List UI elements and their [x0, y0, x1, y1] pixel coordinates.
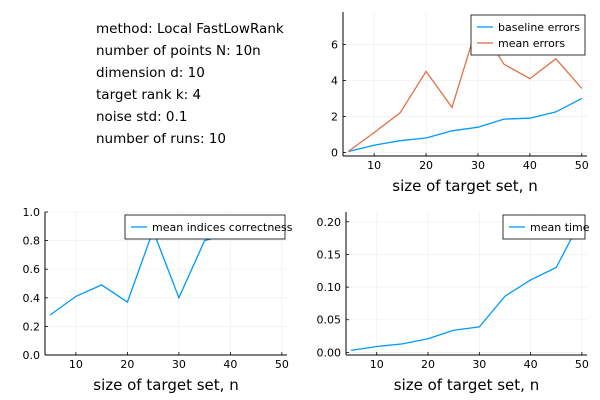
x-tick-label: 30: [172, 358, 186, 371]
info-points: number of points N: 10n: [96, 43, 261, 59]
series-line-1: [348, 97, 583, 153]
series-line-1: [351, 218, 583, 352]
y-tick-label: 0: [331, 146, 338, 159]
info-method: method: Local FastLowRank: [96, 21, 284, 37]
legend-box: [124, 214, 286, 240]
legend-entry: mean errors: [498, 37, 565, 50]
chart-2: 10 20 30 40 50 0.0 0.2 0.4 0.6 0.8 1.0 size of targ…: [23, 206, 293, 394]
y-tick-label: 0.0: [23, 349, 41, 362]
info-noise: noise std: 0.1: [96, 109, 188, 125]
y-tick-label: 0.15: [317, 248, 342, 261]
x-tick-label: 10: [367, 159, 381, 172]
chart-1: 10 20 30 40 50 0 2 4 6 size of target set, n basel…: [331, 12, 589, 195]
y-tick-label: 0.2: [23, 320, 41, 333]
x-tick-label: 10: [69, 358, 83, 371]
chart-3: 10 20 30 40 50 0.00 0.05 0.10 0.15 0.20 size of ta…: [317, 212, 590, 394]
info-rank: target rank k: 4: [96, 87, 202, 103]
x-tick-label: 50: [575, 358, 589, 371]
x-tick-label: 50: [575, 159, 589, 172]
x-tick-label: 30: [472, 358, 486, 371]
run-info-text: method: Local FastLowRank number of poin…: [96, 18, 284, 150]
y-tick-label: 0.10: [317, 281, 342, 294]
x-tick-label: 30: [471, 159, 485, 172]
y-tick-label: 0.8: [23, 235, 41, 248]
legend-entry: baseline errors: [498, 21, 580, 34]
x-tick-label: 40: [524, 358, 538, 371]
x-tick-label: 20: [421, 358, 435, 371]
info-dimension: dimension d: 10: [96, 65, 205, 81]
y-tick-label: 0.05: [317, 314, 342, 327]
legend-box: [470, 14, 586, 56]
y-tick-label: 6: [331, 38, 338, 51]
legend-entry: mean indices correctness: [152, 221, 293, 234]
x-tick-label: 10: [370, 358, 384, 371]
x-axis-label: size of target set, n: [394, 376, 539, 394]
series-line-2: [347, 21, 583, 153]
x-tick-label: 20: [419, 159, 433, 172]
y-tick-label: 2: [331, 110, 338, 123]
y-tick-label: 1.0: [23, 206, 41, 219]
y-tick-label: 0.4: [23, 292, 41, 305]
y-tick-label: 4: [331, 74, 338, 87]
x-axis-label: size of target set, n: [93, 376, 238, 394]
info-runs: number of runs: 10: [96, 131, 226, 147]
y-tick-label: 0.6: [23, 263, 41, 276]
x-tick-label: 40: [223, 358, 237, 371]
y-tick-label: 0.00: [317, 346, 342, 359]
x-axis-label: size of target set, n: [392, 177, 537, 195]
x-tick-label: 20: [120, 358, 134, 371]
x-tick-label: 50: [275, 358, 289, 371]
y-tick-label: 0.20: [317, 216, 342, 229]
x-tick-label: 40: [523, 159, 537, 172]
legend-entry: mean time: [530, 221, 590, 234]
